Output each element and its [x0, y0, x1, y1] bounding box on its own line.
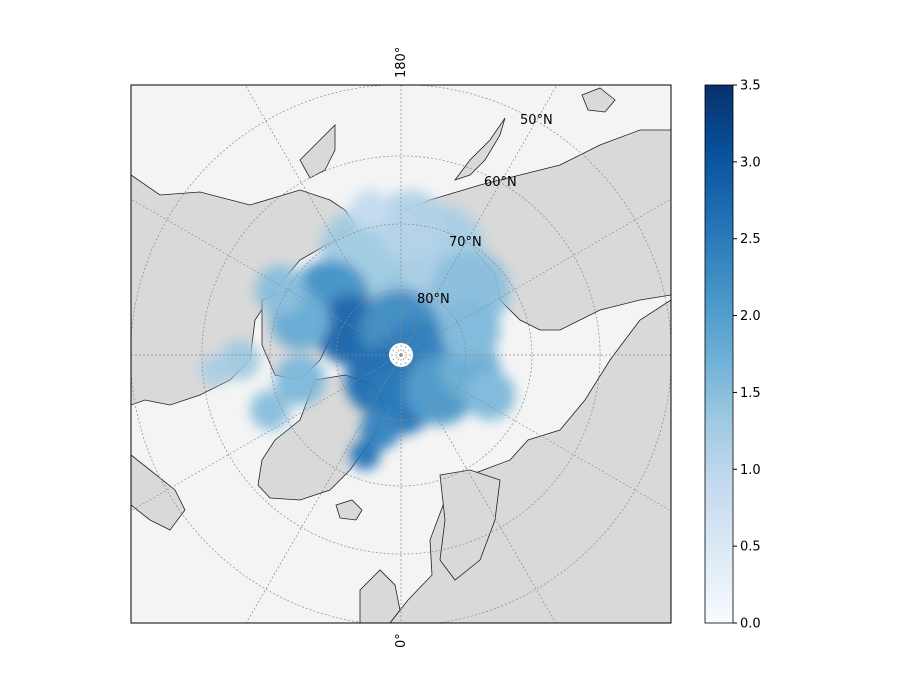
colorbar-tick-label: 3.5 — [740, 79, 761, 94]
landmass-north-america — [131, 174, 356, 406]
meridian-label-0: 0° — [394, 633, 409, 648]
ice-thickness-blob — [440, 300, 500, 360]
colorbar-tick-label: 1.0 — [740, 463, 761, 478]
parallel-label-70n: 70°N — [449, 235, 482, 250]
landmass-hudson-islands — [131, 454, 186, 531]
parallel-60n — [201, 155, 601, 555]
ice-thickness-blob — [465, 370, 515, 420]
colorbar-tick-label: 1.5 — [740, 386, 761, 401]
ice-thickness-blob — [360, 410, 400, 450]
colorbar-tick-label: 0.5 — [740, 540, 761, 555]
landmass-iceland — [335, 499, 363, 521]
colorbar-tick-label: 2.0 — [740, 309, 761, 324]
colorbar-bar — [704, 84, 734, 624]
ice-thickness-blob — [375, 190, 445, 260]
sea-ice-thickness-field — [200, 190, 515, 470]
parallel-label-80n: 80°N — [417, 292, 450, 307]
ice-thickness-blob — [255, 265, 305, 315]
meridian-label-180: 180° — [394, 47, 409, 78]
map-frame — [130, 84, 672, 624]
colorbar-tick-label: 2.5 — [740, 232, 761, 247]
parallel-label-60n: 60°N — [484, 175, 517, 190]
ice-thickness-blob — [350, 190, 390, 230]
parallel-label-50n: 50°N — [520, 113, 553, 128]
landmass-scandinavia — [439, 469, 501, 581]
ice-thickness-blob — [350, 440, 380, 470]
colorbar-tick-label: 3.0 — [740, 155, 761, 170]
ice-thickness-blob — [275, 355, 325, 405]
colorbar-ticks: 0.0 0.5 1.0 1.5 2.0 2.5 3.0 3.5 — [733, 79, 761, 632]
colorbar: 0.0 0.5 1.0 1.5 2.0 2.5 3.0 3.5 — [704, 79, 761, 632]
colorbar-tick-label: 0.0 — [740, 617, 761, 632]
landmass-british-isles — [359, 569, 401, 623]
ice-thickness-blob — [250, 390, 290, 430]
landmass-chukotka — [453, 117, 506, 181]
parallel-70n — [269, 223, 533, 487]
ice-thickness-blob — [200, 355, 230, 385]
landmass-kamchatka — [299, 124, 336, 179]
landmass-top-right-islands — [581, 87, 616, 113]
